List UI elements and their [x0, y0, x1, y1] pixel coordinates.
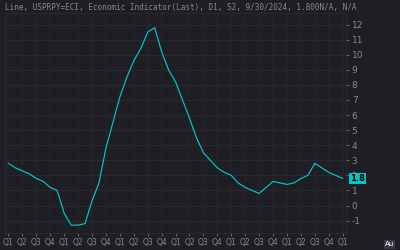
Text: Line, USPRPY=ECI, Economic Indicator(Last), D1, S2, 9/30/2024, 1.800N/A, N/A: Line, USPRPY=ECI, Economic Indicator(Las…	[5, 3, 356, 12]
Text: 1.8: 1.8	[350, 174, 365, 183]
Text: Au: Au	[385, 242, 394, 248]
